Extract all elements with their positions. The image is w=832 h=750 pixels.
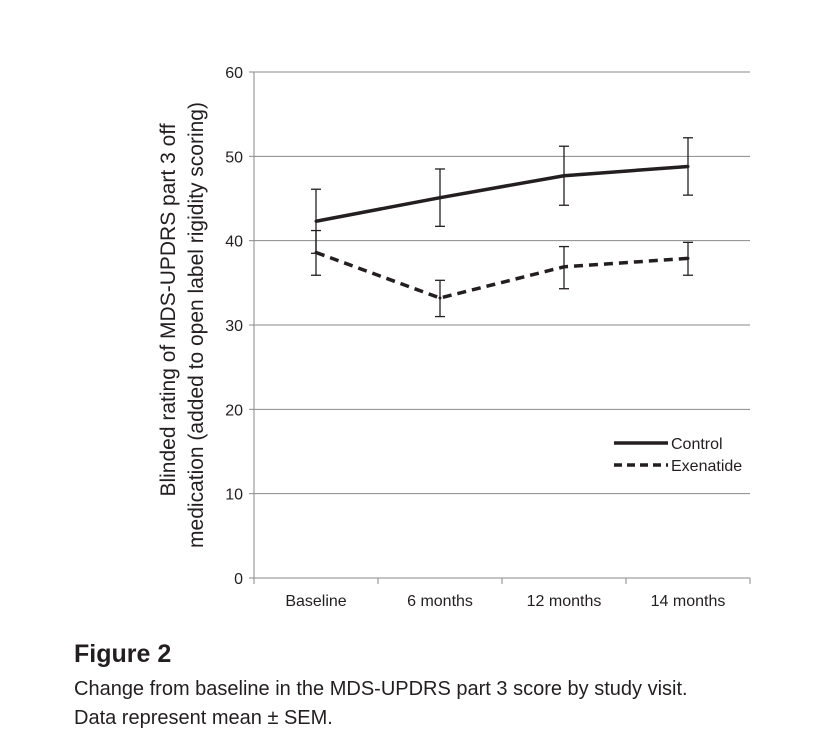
x-tick-label: 6 months [407,593,473,610]
legend: Control Exenatide [614,436,742,475]
data-point-control [314,219,318,223]
x-tick-label: Baseline [285,593,346,610]
x-tick-label: 12 months [527,593,602,610]
series-control [311,137,693,254]
data-point-control [562,174,566,178]
data-point-exenatide [438,296,442,300]
data-point-exenatide [562,265,566,269]
series-exenatide [311,229,693,318]
legend-label-exenatide: Exenatide [671,458,742,475]
gridlines [254,71,750,495]
figure-caption-line2: Data represent mean ± SEM. [74,707,333,729]
y-tick-labels: 0 10 20 30 40 50 60 [225,65,243,588]
y-tick-label: 30 [225,318,243,335]
data-point-exenatide [686,256,690,260]
data-point-control [438,196,442,200]
figure-title: Figure 2 [74,640,172,668]
data-point-exenatide [314,250,318,254]
y-tick-label: 10 [225,487,243,504]
series-line-control [315,164,689,223]
y-tick-label: 0 [234,571,243,588]
series-line-exenatide [315,250,689,300]
figure-caption-line1: Change from baseline in the MDS-UPDRS pa… [74,678,688,700]
y-tick-label: 20 [225,402,243,419]
figure-caption: Figure 2 Change from baseline in the MDS… [74,640,824,733]
legend-label-control: Control [671,436,723,453]
y-tick-label: 60 [225,65,243,82]
y-axis-label-line1: Blinded rating of MDS-UPDRS part 3 off [157,123,180,496]
axes [249,71,751,584]
y-tick-label: 50 [225,149,243,166]
data-point-control [686,164,690,168]
x-tick-label: 14 months [651,593,726,610]
line-chart: 0 10 20 30 40 50 60 Baseline 6 months 12 months 1… [157,65,751,610]
y-tick-label: 40 [225,234,243,251]
x-tick-labels: Baseline 6 months 12 months 14 months [285,593,725,610]
y-axis-label-line2: medication (added to open label rigidity… [185,102,208,548]
series [311,137,693,318]
